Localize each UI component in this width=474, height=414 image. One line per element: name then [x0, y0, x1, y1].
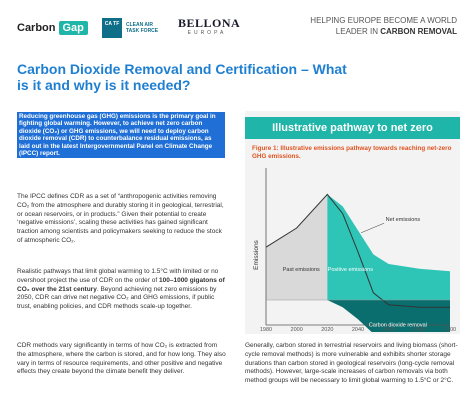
annotation-net-emissions: Net emissions: [386, 217, 421, 223]
page-title: Carbon Dioxide Removal and Certification…: [17, 61, 347, 93]
positive-emissions-area: [327, 194, 450, 300]
annotation-positive-emissions: Positive emissions: [328, 267, 373, 273]
x-tick-label: 2020: [321, 327, 333, 332]
tagline-bold: CARBON REMOVAL: [380, 27, 457, 36]
net-emissions-line: [265, 193, 450, 308]
past-emissions-area: [266, 194, 328, 300]
intro-highlight: Reducing greenhouse gas (GHG) emissions …: [17, 112, 225, 159]
carbon-removal-area: [327, 300, 450, 332]
carbon-gap-logo: Carbon Gap: [17, 18, 94, 38]
paragraph-storage: Generally, carbon stored in terrestrial …: [245, 342, 458, 385]
pathways-bold: 100–1000 gigatons of CO₂ over the 21st c…: [17, 276, 225, 293]
paragraph-pathways: Realistic pathways that limit global war…: [17, 268, 227, 312]
figure-banner: Illustrative pathway to net zero: [245, 117, 460, 139]
x-tick-label: 2080: [413, 327, 425, 332]
tagline-line1: HELPING EUROPE BECOME A WORLD: [310, 16, 457, 25]
x-tick-label: 1980: [260, 327, 272, 332]
logo-gap-text: Gap: [58, 21, 88, 35]
annotation-net-emissions-pointer: [360, 222, 385, 234]
x-tick-label: 2060: [383, 327, 395, 332]
emissions-pathway-chart: Emissions 1980 2000 2020 2040 2060 2080 2100 Net…: [253, 168, 456, 332]
bellona-name: BELLONA: [178, 16, 241, 30]
paragraph-ipcc-definition: The IPCC defines CDR as a set of “anthro…: [17, 193, 224, 244]
annotation-carbon-removal: Carbon dioxide removal: [369, 322, 427, 328]
logo-carbon-text: Carbon: [17, 22, 56, 34]
bellona-sub: EUROPA: [187, 30, 227, 36]
catf-text: CLEAN AIR TASK FORCE: [126, 22, 159, 34]
paragraph-cdr-methods: CDR methods vary significantly in terms …: [17, 342, 226, 376]
bellona-logo: BELLONA EUROPA: [178, 16, 241, 41]
catf-logo: CA TF CLEAN AIR TASK FORCE: [102, 17, 172, 39]
pathways-text-b: . Beyond achieving net zero emissions by…: [17, 285, 217, 311]
x-tick-label: 2040: [352, 327, 364, 332]
annotation-past-emissions: Past emissions: [283, 267, 320, 273]
header-tagline: HELPING EUROPE BECOME A WORLD LEADER IN …: [257, 15, 457, 37]
x-tick-label: 2100: [444, 327, 456, 332]
catf-mark: CA TF: [102, 18, 122, 38]
y-axis-label: Emissions: [253, 239, 260, 269]
tagline-line2: LEADER IN CARBON REMOVAL: [257, 26, 457, 37]
figure-caption: Figure 1: Illustrative emissions pathway…: [252, 145, 452, 160]
x-tick-label: 2000: [291, 327, 303, 332]
tagline-prefix: LEADER IN: [335, 27, 381, 36]
pathways-text-a: Realistic pathways that limit global war…: [17, 268, 219, 284]
